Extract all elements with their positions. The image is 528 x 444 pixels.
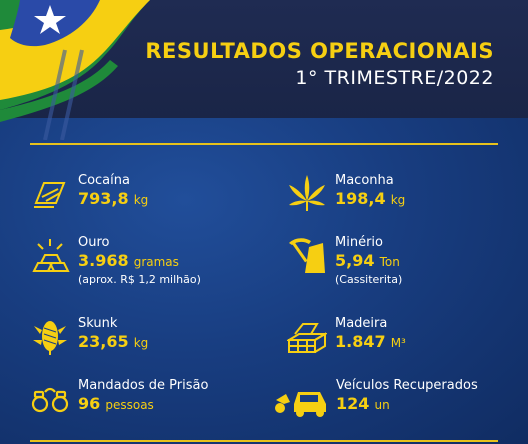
skunk-bud-icon: [33, 321, 67, 355]
item-label: Veículos Recuperados: [336, 378, 478, 393]
cannabis-leaf-icon: [289, 175, 325, 211]
item-value: 198,4 kg: [335, 189, 406, 208]
item-label: Maconha: [335, 173, 394, 188]
cocaine-icon: [34, 182, 66, 208]
item-note: (Cassiterita): [335, 273, 403, 286]
item-value: 3.968 gramas: [78, 251, 179, 270]
title-block: RESULTADOS OPERACIONAIS 1° TRIMESTRE/202…: [145, 38, 494, 92]
flag-graphic: [0, 0, 150, 140]
divider: [30, 143, 498, 145]
item-value: 5,94 Ton: [335, 251, 400, 270]
pickaxe-mineral-icon: [289, 238, 325, 273]
item-value: 23,65 kg: [78, 332, 149, 351]
item-value: 1.847 M³: [335, 332, 406, 351]
bottom-divider: [30, 440, 498, 442]
item-label: Ouro: [78, 235, 110, 250]
item-value: 96 pessoas: [78, 394, 154, 413]
page-title: RESULTADOS OPERACIONAIS: [145, 39, 494, 63]
item-label: Minério: [335, 235, 383, 250]
item-label: Skunk: [78, 316, 118, 331]
item-label: Cocaína: [78, 173, 130, 188]
item-value: 124 un: [336, 394, 390, 413]
vehicles-icon: [275, 392, 326, 417]
page-subtitle: 1° TRIMESTRE/2022: [295, 67, 494, 89]
handcuffs-icon: [31, 387, 69, 413]
item-label: Madeira: [335, 316, 388, 331]
item-note: (aprox. R$ 1,2 milhão): [78, 273, 201, 286]
item-label: Mandados de Prisão: [78, 378, 209, 393]
item-value: 793,8 kg: [78, 189, 149, 208]
lumber-stack-icon: [287, 323, 327, 353]
gold-bars-icon: [32, 239, 70, 272]
